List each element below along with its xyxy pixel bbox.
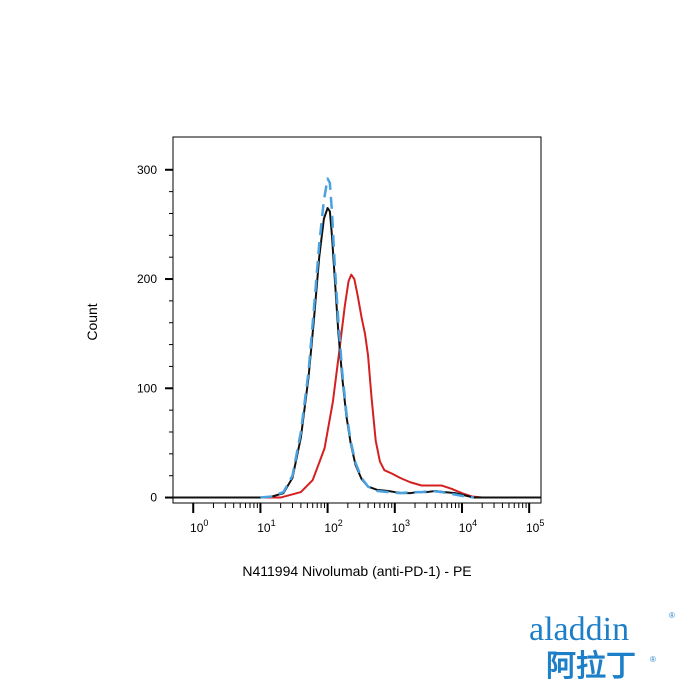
histogram-series-2: [173, 207, 541, 499]
x-tick-label: 101: [257, 518, 275, 535]
y-tick-label: 300: [137, 163, 157, 177]
histogram-series-1: [173, 273, 541, 499]
x-tick-label: 105: [526, 518, 544, 535]
y-tick-label: 200: [137, 272, 157, 286]
aladdin-logo: aladdin ® 阿拉丁 ®: [529, 611, 675, 684]
histogram-series-3: [260, 177, 474, 499]
y-tick-label: 0: [150, 491, 157, 505]
x-tick-label: 103: [392, 518, 410, 535]
y-axis-title: Count: [84, 303, 100, 340]
x-tick-label: 100: [190, 518, 208, 535]
x-axis: 100 101 102 103 104 105: [190, 503, 544, 535]
y-axis: 0 100 200 300: [137, 163, 173, 505]
logo-cjk-text: 阿拉丁: [546, 649, 636, 684]
x-axis-title: N411994 Nivolumab (anti-PD-1) - PE: [242, 563, 471, 579]
y-tick-label: 100: [137, 381, 157, 395]
plot-frame: [172, 136, 542, 504]
x-tick-label: 104: [459, 518, 477, 535]
series-layer: [173, 177, 541, 499]
x-tick-label: 102: [324, 518, 342, 535]
logo-registered-mark: ®: [669, 611, 675, 620]
logo-latin-text: aladdin: [529, 611, 629, 648]
logo-registered-mark-cjk: ®: [650, 655, 656, 664]
